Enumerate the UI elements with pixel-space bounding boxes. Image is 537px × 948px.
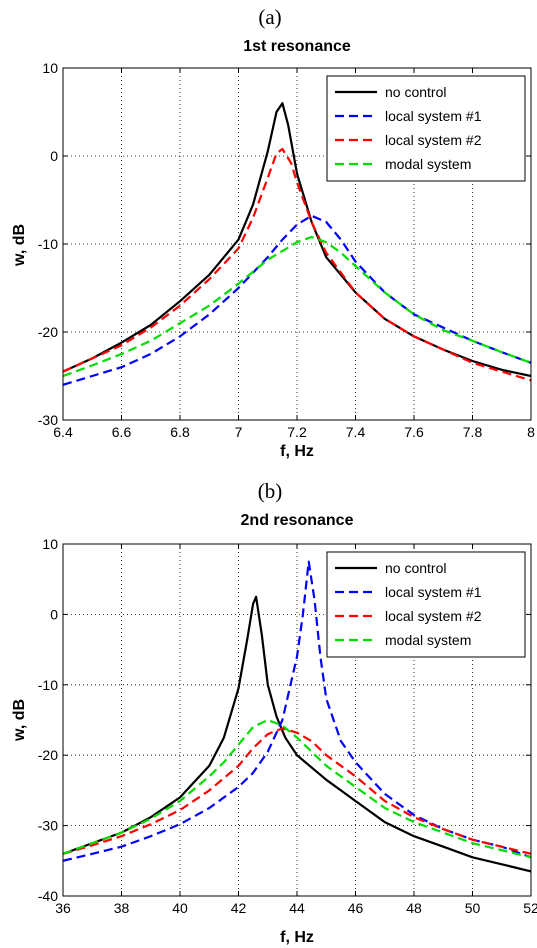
- x-tick-label-b: 42: [231, 900, 247, 916]
- panel-label-a: (a): [258, 5, 281, 29]
- x-tick-label-a: 7.6: [404, 424, 424, 440]
- x-tick-label-a: 7: [235, 424, 243, 440]
- x-tick-label-a: 6.4: [53, 424, 73, 440]
- plot-area-a: 6.4 6.6 6.8 7 7.2 7.4 7.6 7.8 8 -30 -20 -10 0 10 no co…: [38, 60, 535, 440]
- x-axis-label-b: f, Hz: [280, 929, 314, 946]
- y-tick-label-a: -10: [38, 236, 58, 252]
- x-tick-label-a: 7.2: [287, 424, 307, 440]
- x-tick-label-b: 44: [289, 900, 305, 916]
- legend-box-a: [326, 75, 526, 182]
- x-tick-label-b: 48: [406, 900, 422, 916]
- series-line-b-1: [63, 595, 531, 873]
- chart-title-a: 1st resonance: [243, 38, 351, 55]
- x-tick-label-a: 6.8: [170, 424, 190, 440]
- y-tick-label-b: 0: [50, 606, 58, 622]
- legend-label-a-2: local system #1: [385, 108, 482, 124]
- legend-label-a-3: local system #2: [385, 132, 482, 148]
- x-tick-label-a: 6.6: [112, 424, 132, 440]
- y-tick-label-b: -30: [38, 818, 58, 834]
- legend-label-b-2: local system #1: [385, 584, 482, 600]
- legend-label-a-4: modal system: [385, 156, 471, 172]
- series-line-b-4: [63, 718, 531, 859]
- y-tick-label-b: -20: [38, 747, 58, 763]
- x-tick-label-b: 36: [55, 900, 71, 916]
- x-tick-label-a: 7.4: [346, 424, 366, 440]
- panel-label-b: (b): [258, 479, 283, 503]
- series-line-b-3: [63, 727, 531, 855]
- y-tick-label-a: -30: [38, 412, 58, 428]
- legend-label-b-1: no control: [385, 560, 446, 576]
- x-tick-label-b: 40: [172, 900, 188, 916]
- y-tick-label-b: -10: [38, 677, 58, 693]
- legend-box-b: [326, 551, 526, 658]
- x-tick-label-b: 38: [114, 900, 130, 916]
- series-line-a-4: [63, 235, 531, 378]
- legend-label-b-3: local system #2: [385, 608, 482, 624]
- chart-title-b: 2nd resonance: [241, 512, 354, 529]
- plot-frame-b: [62, 543, 532, 897]
- series-line-b-2: [63, 560, 531, 862]
- y-tick-label-a: 10: [42, 60, 58, 76]
- x-tick-label-a: 8: [527, 424, 535, 440]
- y-tick-label-a: -20: [38, 324, 58, 340]
- y-axis-label-a: w, dB: [11, 224, 28, 267]
- x-tick-label-b: 50: [465, 900, 481, 916]
- x-tick-label-b: 46: [348, 900, 364, 916]
- y-tick-label-a: 0: [50, 148, 58, 164]
- x-tick-label-a: 7.8: [463, 424, 483, 440]
- series-line-a-3: [63, 147, 531, 382]
- plot-area-b: 36 38 40 42 44 46 48 50 52 -40 -30 -20 -10 0 10 no cont…: [38, 536, 537, 916]
- x-tick-label-b: 52: [523, 900, 537, 916]
- y-tick-label-b: 10: [42, 536, 58, 552]
- x-axis-label-a: f, Hz: [280, 443, 314, 460]
- plot-frame-a: [62, 67, 532, 421]
- legend-label-b-4: modal system: [385, 632, 471, 648]
- y-tick-label-b: -40: [38, 888, 58, 904]
- y-axis-label-b: w, dB: [11, 699, 28, 742]
- legend-label-a-1: no control: [385, 84, 446, 100]
- series-line-a-2: [63, 214, 531, 386]
